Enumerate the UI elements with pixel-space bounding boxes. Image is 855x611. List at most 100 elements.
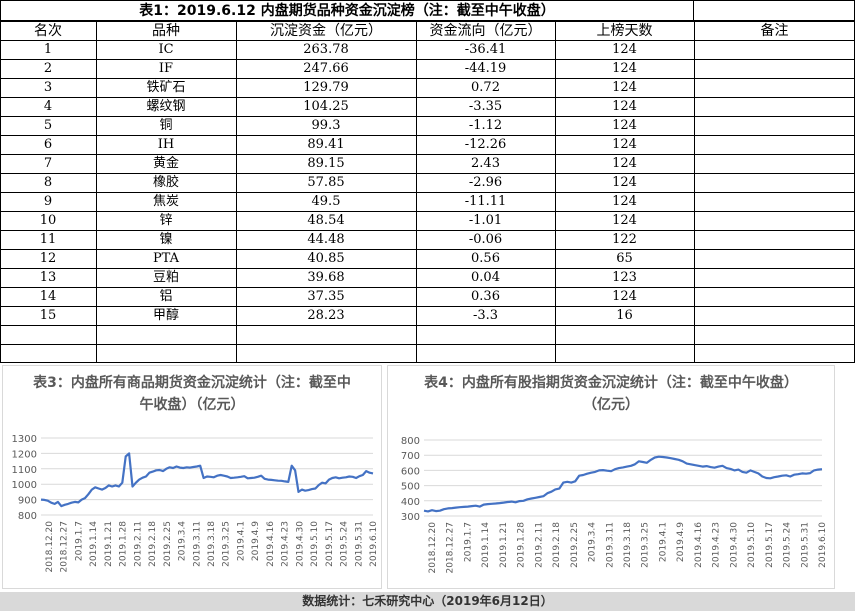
commodity-chart-title: 表3：内盘所有商品期货资金沉淀统计（注：截至中午收盘）（亿元） xyxy=(33,375,351,413)
cell-rank: 14 xyxy=(39,289,57,304)
cell-days: 124 xyxy=(612,156,637,171)
cell-capital: 37.35 xyxy=(307,289,345,304)
cell-variety: 螺纹钢 xyxy=(146,99,186,114)
cell-remark xyxy=(694,155,855,174)
cell-days: 123 xyxy=(612,270,637,285)
cell-rank: 7 xyxy=(43,156,53,171)
table-row-border xyxy=(0,344,855,345)
x-tick-label: 2019.5.10 xyxy=(310,521,320,567)
x-tick-label: 2019.4.9 xyxy=(251,521,261,561)
cell-days: 124 xyxy=(612,80,637,95)
cell-variety: 甲醇 xyxy=(152,308,179,323)
cell-remark xyxy=(694,231,855,250)
table-row-border xyxy=(0,135,855,136)
cell-flow: 2.43 xyxy=(471,156,500,171)
cell-flow: -44.19 xyxy=(464,61,507,76)
x-tick-label: 2018.12.27 xyxy=(446,522,456,574)
table-row-border xyxy=(0,306,855,307)
x-tick-label: 2019.2.18 xyxy=(552,522,562,568)
cell-days: 124 xyxy=(612,194,637,209)
x-tick-label: 2019.3.25 xyxy=(222,521,232,567)
cell-remark xyxy=(694,136,855,155)
x-tick-label: 2019.1.21 xyxy=(499,522,509,568)
cell-flow: 0.56 xyxy=(471,251,500,266)
cell-flow: -3.3 xyxy=(472,308,499,323)
cell-days: 124 xyxy=(612,99,637,114)
header-variety: 品种 xyxy=(152,23,180,39)
x-tick-label: 2019.5.31 xyxy=(800,522,810,568)
cell-capital: 263.78 xyxy=(303,42,349,57)
table-row-border xyxy=(0,21,855,22)
x-tick-label: 2019.2.18 xyxy=(148,521,158,567)
cell-remark xyxy=(694,193,855,212)
cell-variety: IC xyxy=(158,42,174,57)
cell-flow: -1.01 xyxy=(468,213,503,228)
cell-variety: PTA xyxy=(152,251,180,266)
cell-rank: 10 xyxy=(39,213,57,228)
cell-days: 16 xyxy=(616,308,633,323)
cell-remark xyxy=(694,307,855,326)
cell-capital: 44.48 xyxy=(307,232,345,247)
header-flow: 资金流向（亿元） xyxy=(429,23,542,39)
cell-remark xyxy=(694,98,855,117)
x-tick-label: 2019.4.1 xyxy=(658,522,668,562)
cell-flow: -2.96 xyxy=(468,175,503,190)
cell-variety: 铜 xyxy=(159,118,173,133)
y-tick-label: 1300 xyxy=(12,434,37,445)
header-days: 上榜天数 xyxy=(596,23,653,39)
cell-rank: 8 xyxy=(43,175,53,190)
cell-capital: 89.41 xyxy=(307,137,345,152)
table-row-border xyxy=(0,230,855,231)
header-rank: 名次 xyxy=(34,23,62,39)
x-tick-label: 2019.4.16 xyxy=(694,522,704,568)
table-row-border xyxy=(0,116,855,117)
cell-capital: 247.66 xyxy=(303,61,349,76)
x-tick-label: 2018.12.27 xyxy=(60,521,70,573)
x-tick-label: 2019.4.1 xyxy=(236,521,246,561)
cell-flow: 0.36 xyxy=(471,289,500,304)
x-tick-label: 2019.1.7 xyxy=(74,521,84,561)
title-spacer xyxy=(694,0,855,21)
series-line xyxy=(40,452,374,508)
y-tick-label: 800 xyxy=(401,436,420,447)
table-row-border xyxy=(0,287,855,288)
cell-variety: 焦炭 xyxy=(152,194,179,209)
cell-variety: IF xyxy=(158,61,174,76)
cell-rank: 15 xyxy=(39,308,57,323)
table-row-border xyxy=(0,362,855,363)
cell-rank: 3 xyxy=(43,80,53,95)
cell-capital: 99.3 xyxy=(311,118,341,133)
x-tick-label: 2019.3.11 xyxy=(605,522,615,568)
x-tick-label: 2019.3.18 xyxy=(623,522,633,568)
cell-flow: 0.72 xyxy=(471,80,500,95)
cell-flow: 0.04 xyxy=(471,270,500,285)
x-tick-label: 2019.4.23 xyxy=(712,522,722,568)
y-tick-label: 1100 xyxy=(12,465,37,476)
cell-variety: 镍 xyxy=(159,232,173,247)
table-row-border xyxy=(0,249,855,250)
x-tick-label: 2019.1.14 xyxy=(481,522,491,568)
cell-flow: -11.11 xyxy=(464,194,507,209)
cell-rank: 2 xyxy=(43,61,53,76)
cell-capital: 49.5 xyxy=(311,194,341,209)
x-tick-label: 2019.5.31 xyxy=(354,521,364,567)
x-tick-label: 2018.12.20 xyxy=(45,521,55,573)
x-tick-label: 2019.1.28 xyxy=(119,521,129,567)
x-tick-label: 2019.1.14 xyxy=(89,521,99,567)
table-row-border xyxy=(0,154,855,155)
cell-variety: 黄金 xyxy=(152,156,179,171)
cell-rank: 5 xyxy=(43,118,53,133)
x-tick-label: 2019.5.24 xyxy=(783,522,793,568)
cell-capital: 129.79 xyxy=(303,80,349,95)
cell-days: 124 xyxy=(612,175,637,190)
cell-capital: 48.54 xyxy=(307,213,345,228)
x-tick-label: 2019.2.25 xyxy=(163,521,173,567)
table-row-border xyxy=(0,78,855,79)
cell-remark xyxy=(694,212,855,231)
cell-capital: 57.85 xyxy=(307,175,345,190)
cell-variety: 锌 xyxy=(159,213,173,228)
cell-rank: 12 xyxy=(39,251,57,266)
cell-capital: 39.68 xyxy=(307,270,345,285)
x-tick-label: 2019.4.9 xyxy=(676,522,686,562)
cell-rank: 9 xyxy=(43,194,53,209)
